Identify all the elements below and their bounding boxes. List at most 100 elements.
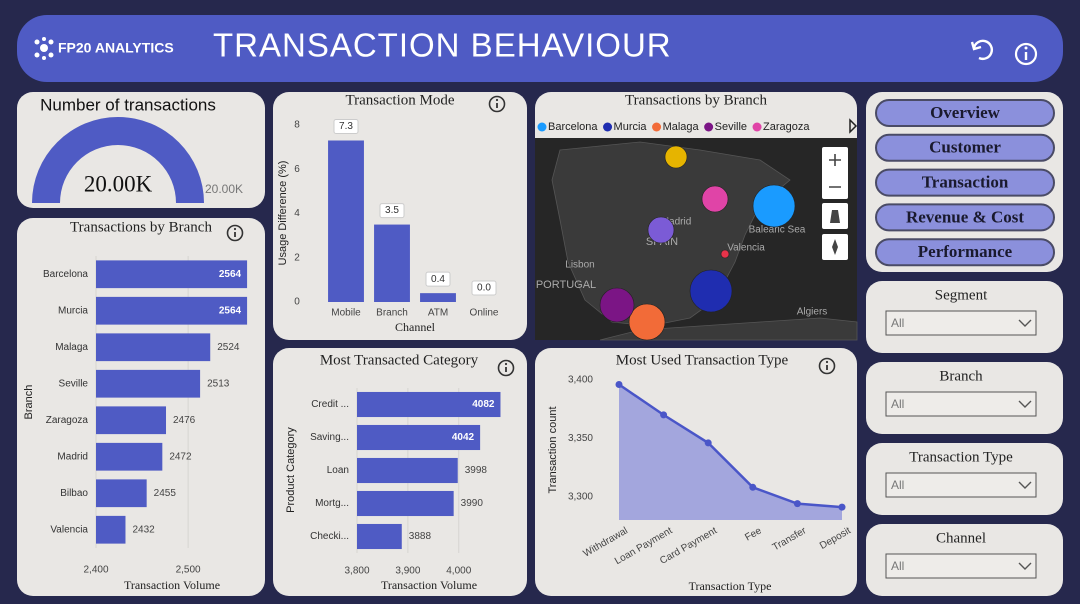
nav-button[interactable] xyxy=(875,99,1055,127)
info-icon[interactable] xyxy=(497,359,515,377)
legend-scroll[interactable] xyxy=(849,118,858,134)
back-button[interactable] xyxy=(970,39,993,60)
zoom-control[interactable] xyxy=(822,147,848,199)
x-axis-title: Transaction Volume xyxy=(124,578,220,592)
filter-label: Segment xyxy=(935,287,988,303)
value-label: 3990 xyxy=(461,498,484,509)
info-icon-dot xyxy=(495,98,499,102)
filter-dropdown[interactable] xyxy=(885,391,1037,417)
nav-button[interactable] xyxy=(875,133,1055,162)
tilt-icon xyxy=(830,210,840,223)
y-tick-label: Seville xyxy=(59,378,89,389)
value-label: 2476 xyxy=(173,415,196,426)
map-bubble xyxy=(720,249,730,259)
nav-button-label[interactable]: Performance xyxy=(918,242,1013,261)
info-icon-dot xyxy=(504,362,508,366)
legend-label: Murcia xyxy=(614,121,648,133)
bar xyxy=(357,490,454,517)
value-label: 3.5 xyxy=(385,205,399,216)
value-label: 3998 xyxy=(465,465,488,476)
nav-button-label[interactable]: Transaction xyxy=(922,173,1009,192)
y-tick-label: 3,400 xyxy=(568,374,593,385)
point xyxy=(704,439,712,447)
x-tick-label: ATM xyxy=(428,308,448,319)
y-tick-label: Credit ... xyxy=(311,399,349,410)
y-tick-label: Mortg... xyxy=(315,498,349,509)
value-label: 2524 xyxy=(217,342,240,353)
logo-text: FP20 ANALYTICS xyxy=(58,40,174,56)
info-icon[interactable] xyxy=(488,95,506,113)
y-tick-label: Loan xyxy=(327,465,349,476)
y-tick-label: 6 xyxy=(294,164,300,175)
x-tick-label: 2,400 xyxy=(83,565,108,576)
y-tick-label: 4 xyxy=(294,208,300,219)
nav-button-label[interactable]: Revenue & Cost xyxy=(906,207,1024,226)
filter-dropdown[interactable] xyxy=(885,310,1037,336)
nav-button[interactable] xyxy=(875,168,1055,197)
y-tick-label: 3,300 xyxy=(568,491,593,502)
value-label: 0.0 xyxy=(477,283,491,294)
bar xyxy=(357,457,458,484)
map-label: PORTUGAL xyxy=(536,279,596,291)
info-button[interactable] xyxy=(1014,42,1038,66)
info-icon[interactable] xyxy=(818,357,836,375)
value-label: 2472 xyxy=(169,451,192,462)
nav-button-label[interactable]: Overview xyxy=(930,103,1001,122)
legend-label: Seville xyxy=(715,121,747,133)
y-axis-title: Usage Difference (%) xyxy=(277,161,289,266)
legend-marker xyxy=(603,122,613,132)
bar xyxy=(96,369,201,398)
x-tick-label: Mobile xyxy=(331,308,361,319)
legend-marker xyxy=(704,122,714,132)
x-axis-title: Channel xyxy=(395,320,436,334)
compass-icon xyxy=(832,239,838,255)
value-label-box xyxy=(333,118,359,134)
filter-value: All xyxy=(891,316,904,330)
kpi-title: Number of transactions xyxy=(40,95,216,114)
filter-value: All xyxy=(891,397,904,411)
y-tick-label: Checki... xyxy=(310,531,349,542)
nav-button-label[interactable]: Customer xyxy=(929,138,1001,157)
filter-label: Channel xyxy=(936,530,986,546)
logo-icon xyxy=(34,37,54,60)
x-tick-label: 2,500 xyxy=(176,565,201,576)
y-tick-label: 2 xyxy=(294,252,300,263)
value-label-box xyxy=(379,203,405,219)
y-tick-label: Madrid xyxy=(57,451,88,462)
value-label: 3888 xyxy=(409,531,432,542)
filter-dropdown[interactable] xyxy=(885,553,1037,579)
filter-chevron xyxy=(1018,400,1032,408)
nav-button[interactable] xyxy=(875,203,1055,232)
filter-dropdown[interactable] xyxy=(885,472,1037,498)
filter-value: All xyxy=(891,478,904,492)
x-axis-title: Transaction Type xyxy=(689,579,772,593)
nav-button[interactable] xyxy=(875,238,1055,267)
x-tick-label: 3,900 xyxy=(395,566,420,577)
bar xyxy=(96,260,248,289)
panel xyxy=(17,92,265,208)
info-icon[interactable] xyxy=(226,224,244,242)
filter-label: Branch xyxy=(939,368,983,384)
y-tick-label: Murcia xyxy=(58,305,88,316)
map-label: Balearic Sea xyxy=(749,225,806,236)
line xyxy=(618,383,843,509)
map-bubble xyxy=(701,185,729,213)
x-axis-title: Transaction Volume xyxy=(381,578,477,592)
y-tick-label: 3,350 xyxy=(568,433,593,444)
info-icon-dot xyxy=(825,360,829,364)
y-tick-label: Bilbao xyxy=(60,488,88,499)
legend-label: Malaga xyxy=(663,121,700,133)
point xyxy=(793,500,801,508)
chart-title: Transactions by Branch xyxy=(70,219,212,235)
filter-chevron xyxy=(1018,562,1032,570)
bar xyxy=(96,296,248,325)
map-bubble xyxy=(752,184,796,228)
y-axis-title: Product Category xyxy=(285,427,297,513)
point xyxy=(660,411,668,419)
bar xyxy=(96,515,126,544)
value-label: 2564 xyxy=(219,269,242,280)
info-icon-dot xyxy=(233,227,237,231)
legend-label: Barcelona xyxy=(548,121,598,133)
y-tick-label: Saving... xyxy=(310,432,349,443)
